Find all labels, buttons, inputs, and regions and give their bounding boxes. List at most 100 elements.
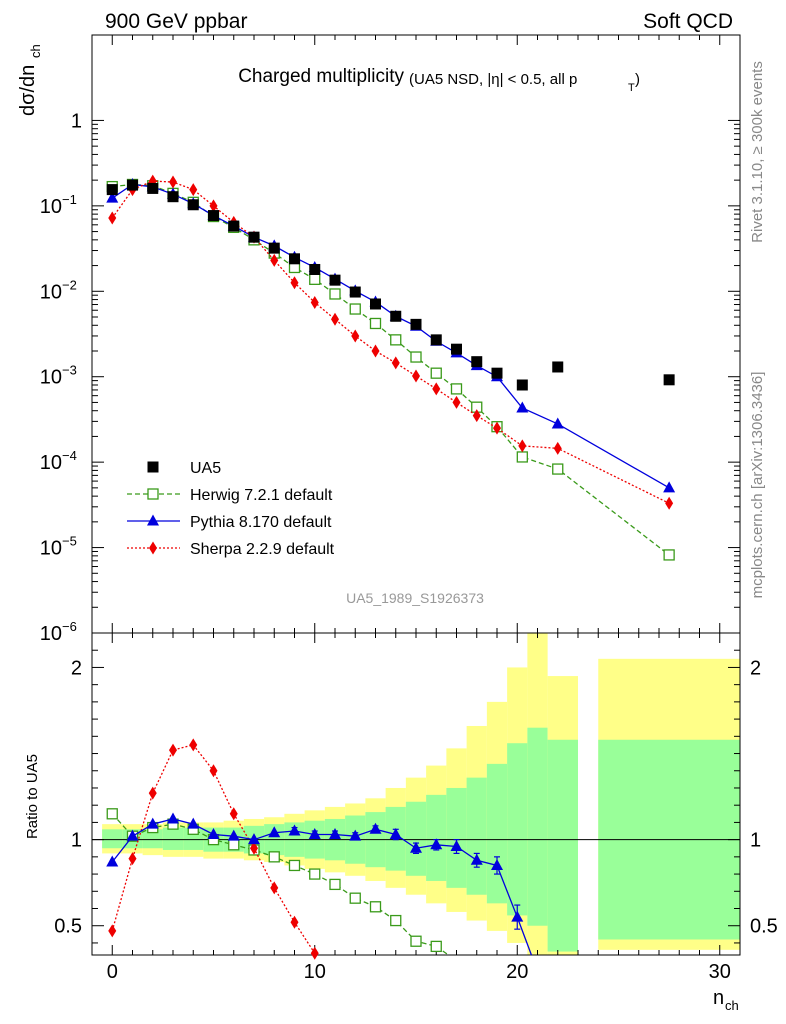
data-point-22 [663,374,675,386]
data-point-0 [106,184,118,196]
y-tick-label--2: 10 [40,281,62,303]
ratio-pythia-point-16 [430,838,443,850]
data-point-16 [430,334,442,346]
x-tick-label-10: 10 [304,961,326,983]
ratio-pythia-point-17 [450,840,463,852]
data-point-1 [127,179,138,191]
stat-uncertainty-band-18 [466,777,487,895]
ratio-sherpa-point-0 [108,924,117,938]
data-point-3 [167,191,179,203]
y-axis-title-sub: ch [28,44,43,58]
stat-uncertainty-band-20 [507,743,528,916]
ratio-sherpa-point-4 [189,738,198,752]
legend-marker-2 [147,514,159,526]
x-axis-title-main: n [713,987,724,1009]
series-2-point-10 [310,295,319,309]
header-category-label: Soft QCD [643,10,733,33]
x-axis-title-sub: ch [725,998,739,1013]
ratio-sherpa-point-9 [290,915,299,929]
series-2-point-14 [391,356,400,370]
ratio-herwig-point-8 [268,851,280,863]
y-tick-label-0: 1 [71,110,82,132]
series-0-point-22 [663,549,675,561]
series-2-point-22 [665,496,674,510]
ratio-sherpa-point-5 [209,764,218,778]
y-tick-label--6: 10 [40,623,62,645]
series-0-point-20 [516,451,528,463]
series-2-point-21 [553,441,562,455]
ratio-pythia-point-5 [207,827,220,839]
stat-uncertainty-band-3 [162,827,184,850]
y-tick-label-exp--6: −6 [62,619,77,634]
ratio-pythia-point-7 [248,833,260,845]
y-tick-label--3: 10 [40,367,62,389]
ratio-pythia-point-19 [491,858,503,870]
series-2-point-12 [351,329,360,343]
data-point-20 [516,379,528,391]
legend-marker-3 [149,541,157,555]
ratio-tick-label-left-0.5: 0.5 [54,916,82,938]
series-0-point-16 [430,367,442,379]
ratio-tick-label-right-1: 1 [750,830,761,852]
data-point-17 [451,343,462,355]
plot-subtitle-close: ) [635,71,640,88]
ratio-pythia-point-12 [349,829,362,841]
stat-uncertainty-band-17 [446,787,467,888]
ratio-herwig-point-16 [430,940,442,953]
data-point-14 [390,310,402,322]
legend-label-2: Pythia 8.170 default [190,514,332,531]
y-tick-label-exp--1: −1 [62,192,77,207]
ratio-pythia-point-15 [410,841,422,853]
ratio-sherpa-point-3 [169,743,177,757]
series-2-point-19 [493,421,501,435]
series-2-point-3 [169,175,177,189]
ratio-pythia-point-8 [268,826,281,838]
ratio-tick-label-left-1: 1 [71,830,82,852]
ratio-herwig-point-6 [228,839,240,851]
ratio-herwig-point-0 [106,808,118,820]
ratio-axis-title: Ratio to UA5 [24,754,41,839]
series-1-point-22 [663,481,676,493]
legend: UA5 Herwig 7.2.1 default Pythia 8.170 defa… [127,460,335,558]
legend-label-1: Herwig 7.2.1 default [190,487,333,504]
ratio-pythia-point-11 [329,827,341,839]
stat-uncertainty-band-2 [142,829,163,849]
data-point-6 [228,220,240,232]
ratio-sherpa-point-2 [148,786,157,800]
y-tick-label--4: 10 [40,452,62,474]
series-1-point-0 [106,191,119,203]
series-0-point-15 [410,351,422,363]
ratio-herwig-point-15 [410,935,422,947]
data-point-5 [208,210,219,222]
y-tick-label-exp--2: −2 [62,277,77,292]
y-tick-label-exp--5: −5 [62,534,77,549]
x-tick-label-30: 30 [709,961,731,983]
series-2-point-11 [331,312,339,326]
stat-uncertainty-band-21 [527,727,548,926]
legend-label-3: Sherpa 2.2.9 default [190,541,335,558]
series-0-point-11 [329,288,341,300]
data-point-18 [471,356,483,368]
data-point-13 [370,298,381,310]
series-line-0 [112,183,670,556]
ratio-sherpa-point-7 [250,841,258,855]
data-point-2 [147,182,159,194]
y-tick-label-exp--4: −4 [62,448,77,463]
legend-marker-1 [147,488,159,500]
x-tick-label-0: 0 [107,961,118,983]
data-point-10 [309,263,321,275]
ratio-pythia-point-10 [308,827,321,839]
series-2-point-18 [472,409,481,423]
series-2-point-0 [108,211,117,225]
series-2-point-5 [209,199,218,213]
ratio-pythia-point-0 [106,855,119,867]
ratio-pythia-point-14 [389,827,402,839]
ratio-pythia-point-20 [511,910,524,922]
data-point-12 [349,286,361,298]
ratio-tick-label-right-0.5: 0.5 [750,916,778,938]
series-0-point-12 [349,303,361,315]
ratio-pythia-point-1 [126,829,139,841]
series-2-point-15 [412,369,420,383]
